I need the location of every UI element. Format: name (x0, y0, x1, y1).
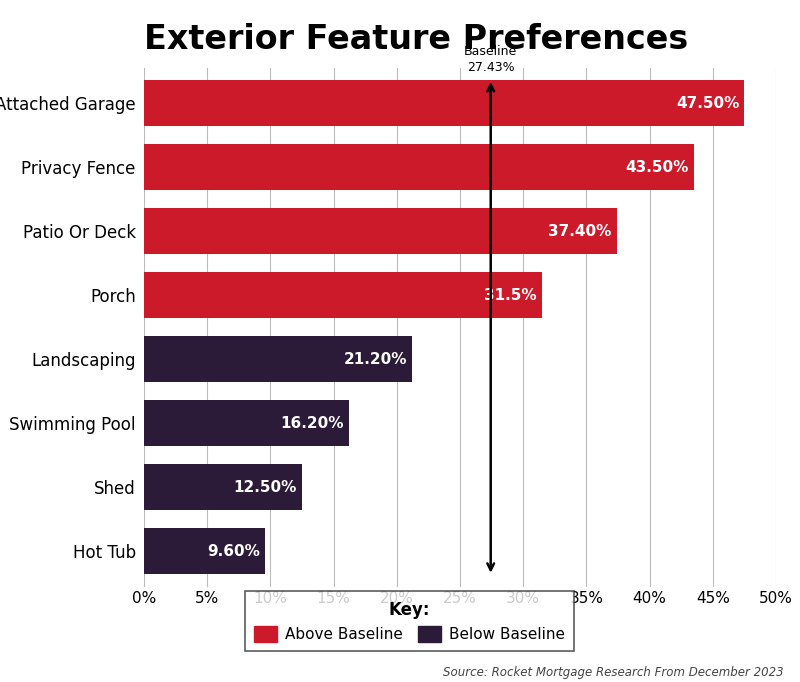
Bar (144, 400, 349, 447)
Text: 31.5%: 31.5% (485, 288, 537, 303)
Bar (144, 145, 694, 190)
Bar (144, 208, 617, 254)
Text: 12.50%: 12.50% (234, 480, 297, 495)
Text: 47.50%: 47.50% (676, 96, 739, 111)
Bar (144, 464, 302, 510)
Bar (144, 80, 744, 126)
Bar (144, 336, 412, 383)
Text: 21.20%: 21.20% (343, 352, 407, 367)
Text: 9.60%: 9.60% (207, 544, 260, 559)
Bar (144, 272, 542, 318)
Legend: Above Baseline, Below Baseline: Above Baseline, Below Baseline (245, 591, 574, 651)
Text: 43.50%: 43.50% (626, 160, 689, 175)
Text: 16.20%: 16.20% (280, 416, 344, 431)
Text: Source: Rocket Mortgage Research From December 2023: Source: Rocket Mortgage Research From De… (443, 666, 784, 679)
Text: Exterior Feature Preferences: Exterior Feature Preferences (144, 23, 688, 56)
Text: 37.40%: 37.40% (548, 224, 612, 239)
Text: Baseline
27.43%: Baseline 27.43% (464, 45, 518, 74)
Bar (144, 529, 266, 574)
